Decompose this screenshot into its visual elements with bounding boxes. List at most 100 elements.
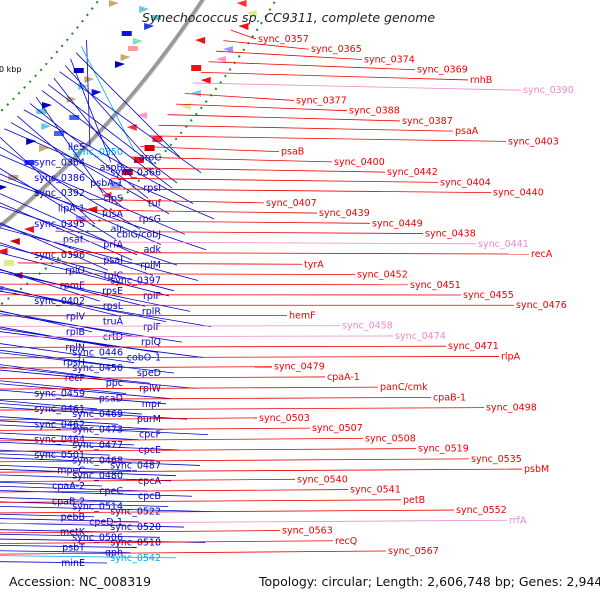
gene-label: sync_0508 [365,433,416,444]
reverse-gene-arrow [101,192,112,199]
right-leader-line [0,345,447,348]
forward-gene-arrow [91,89,102,96]
genome-ring [0,0,277,307]
right-leader-line [0,283,409,286]
gene-label: rpsL [103,301,124,312]
gene-label: sync_0366 [110,168,161,179]
gene-label: rplF [143,322,161,333]
left-leader-line [4,128,215,220]
gene-label: lipA-1 [58,204,85,215]
left-leader-line [0,400,98,410]
left-leader-line [0,555,177,559]
left-leader-line [0,550,132,554]
left-leader-line [0,561,108,564]
gene-label: recA [531,249,553,260]
gene-label: rpsI [143,183,161,194]
gene-label: rnhB [470,75,492,86]
right-leader-line [0,540,334,544]
gene-label: sync_0519 [418,444,469,455]
right-leader-line [0,437,364,442]
gene-label: psaI [103,255,123,266]
left-leader-line [0,343,135,364]
feature-block [150,15,161,20]
left-leader-line [0,271,191,312]
gene-label: recQ [335,536,357,547]
gene-label: sync_0369 [417,65,468,76]
gene-label: rpsE [102,286,123,297]
right-leader-line [0,478,296,483]
gene-label: rlpA [501,351,521,362]
right-leader-line [0,407,485,411]
right-leader-line [43,241,477,245]
gene-label: sync_0364 [34,157,85,168]
right-leader-line [100,188,492,193]
gene-label: sync_0455 [463,290,514,301]
left-leader-line [10,122,170,215]
forward-gene-arrow [120,54,131,61]
gene-label: sync_0357 [258,34,309,45]
gene-label: sync_0474 [395,331,446,342]
gene-label: rplR [142,306,162,317]
left-leader-line [0,406,188,420]
left-leader-line [17,115,125,209]
gene-label: sync_0450 [72,363,123,374]
gene-label: sync_0480 [72,471,123,482]
left-leader-line [23,109,194,204]
gene-label: sync_0507 [312,423,363,434]
gene-label: sync_0388 [349,106,400,117]
left-leader-line [0,464,132,471]
gene-label: sync_0458 [342,321,393,332]
gene-label: alr [111,224,123,235]
left-leader-line [0,179,207,251]
left-leader-line [47,84,178,184]
forward-gene-arrow [144,23,155,30]
forward-gene-arrow [84,76,95,83]
reverse-gene-arrow [246,10,257,17]
feature-block [53,131,64,136]
left-leader-line [0,457,201,466]
reverse-gene-arrow [137,112,148,119]
right-leader-line [208,61,416,71]
gene-label: sync_0449 [372,218,423,229]
gene-label: sync_0442 [387,167,438,178]
right-leader-line [0,519,508,524]
gene-label: sync_0520 [110,522,161,533]
gene-label: rpmE [60,281,85,292]
gene-label: sync_0392 [34,188,85,199]
gene-label: sync_0438 [425,229,476,240]
right-leader-line [18,262,303,265]
accession-text: Accession: NC_008319 [9,574,152,589]
gene-label: sync_0540 [297,474,348,485]
feature-block [8,175,19,180]
gene-label: speD [137,368,161,379]
gene-label: cpcF [139,430,161,441]
gene-label: rrfA [509,515,527,526]
left-leader-line [70,58,112,163]
feature-block [133,157,144,163]
gene-label: rplM [140,260,161,271]
left-leader-line [41,90,173,189]
left-leader-line [0,533,161,538]
left-leader-line [0,313,183,343]
reverse-gene-arrow [190,90,201,97]
left-leader-line [59,71,202,174]
right-leader-line [0,335,394,338]
right-leader-line [0,489,349,493]
gene-label: ppc [106,378,123,389]
gene-label: sync_0552 [456,505,507,516]
gene-label: sync_0487 [110,460,161,471]
left-leader-line [0,364,106,379]
left-leader-line [0,224,154,276]
left-leader-line [0,420,164,430]
reverse-gene-arrow [195,37,206,44]
right-leader-line [0,417,258,421]
left-leader-line [0,205,178,266]
right-leader-line [0,448,417,452]
left-leader-line [0,424,209,436]
left-leader-line [0,441,180,451]
reverse-gene-arrow [23,226,34,233]
left-leader-line [0,227,199,281]
gene-label: hemF [289,310,316,321]
